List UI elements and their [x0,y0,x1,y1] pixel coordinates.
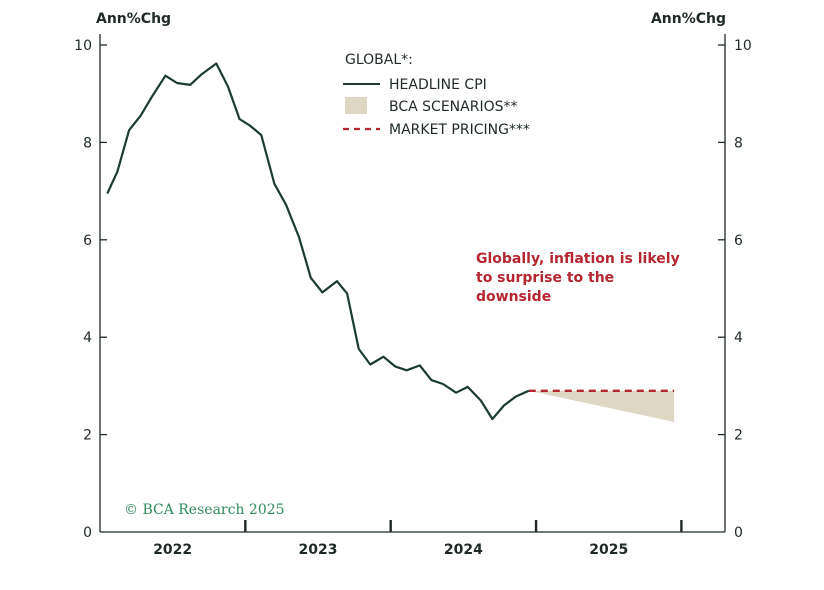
annotation-line-2: to surprise to the [476,270,614,286]
annotation-line-3: downside [476,289,551,305]
y-axis-label-left: Ann%Chg [96,11,171,27]
y-tick-label-left: 8 [83,135,92,151]
y-tick-label-right: 10 [734,38,752,54]
legend-swatch-bca-scenarios [345,97,367,114]
copyright-text: © BCA Research 2025 [124,502,285,518]
y-tick-label-left: 0 [83,525,92,541]
y-tick-label-right: 8 [734,135,743,151]
y-tick-label-right: 0 [734,525,743,541]
legend: GLOBAL*: HEADLINE CPI BCA SCENARIOS** MA… [343,52,530,138]
y-tick-label-left: 2 [83,428,92,444]
y-tick-label-left: 4 [83,330,92,346]
x-tick-label: 2022 [153,542,192,558]
plot-frame [99,34,726,533]
annotation-line-1: Globally, inflation is likely [476,251,680,267]
y-tick-label-left: 10 [74,38,92,54]
y-tick-label-right: 6 [734,233,743,249]
y-ticks: 0 0 2 2 4 4 6 6 8 8 10 10 [74,38,752,541]
x-tick-label: 2024 [444,542,483,558]
bca-scenarios-band [528,390,675,422]
y-tick-label-right: 4 [734,330,743,346]
x-axis: 2022 2023 2024 2025 [153,520,683,558]
legend-label-market-pricing: MARKET PRICING*** [389,122,530,138]
headline-cpi-line [106,62,530,421]
series-layer [106,62,675,422]
x-tick-label: 2023 [299,542,338,558]
y-tick-label-left: 6 [83,233,92,249]
x-tick-label: 2025 [589,542,628,558]
legend-label-headline-cpi: HEADLINE CPI [389,77,487,93]
y-axis-label-right: Ann%Chg [651,11,726,27]
annotation: Globally, inflation is likely to surpris… [476,251,680,305]
legend-title: GLOBAL*: [345,52,413,68]
y-tick-label-right: 2 [734,428,743,444]
legend-label-bca-scenarios: BCA SCENARIOS** [389,99,517,115]
